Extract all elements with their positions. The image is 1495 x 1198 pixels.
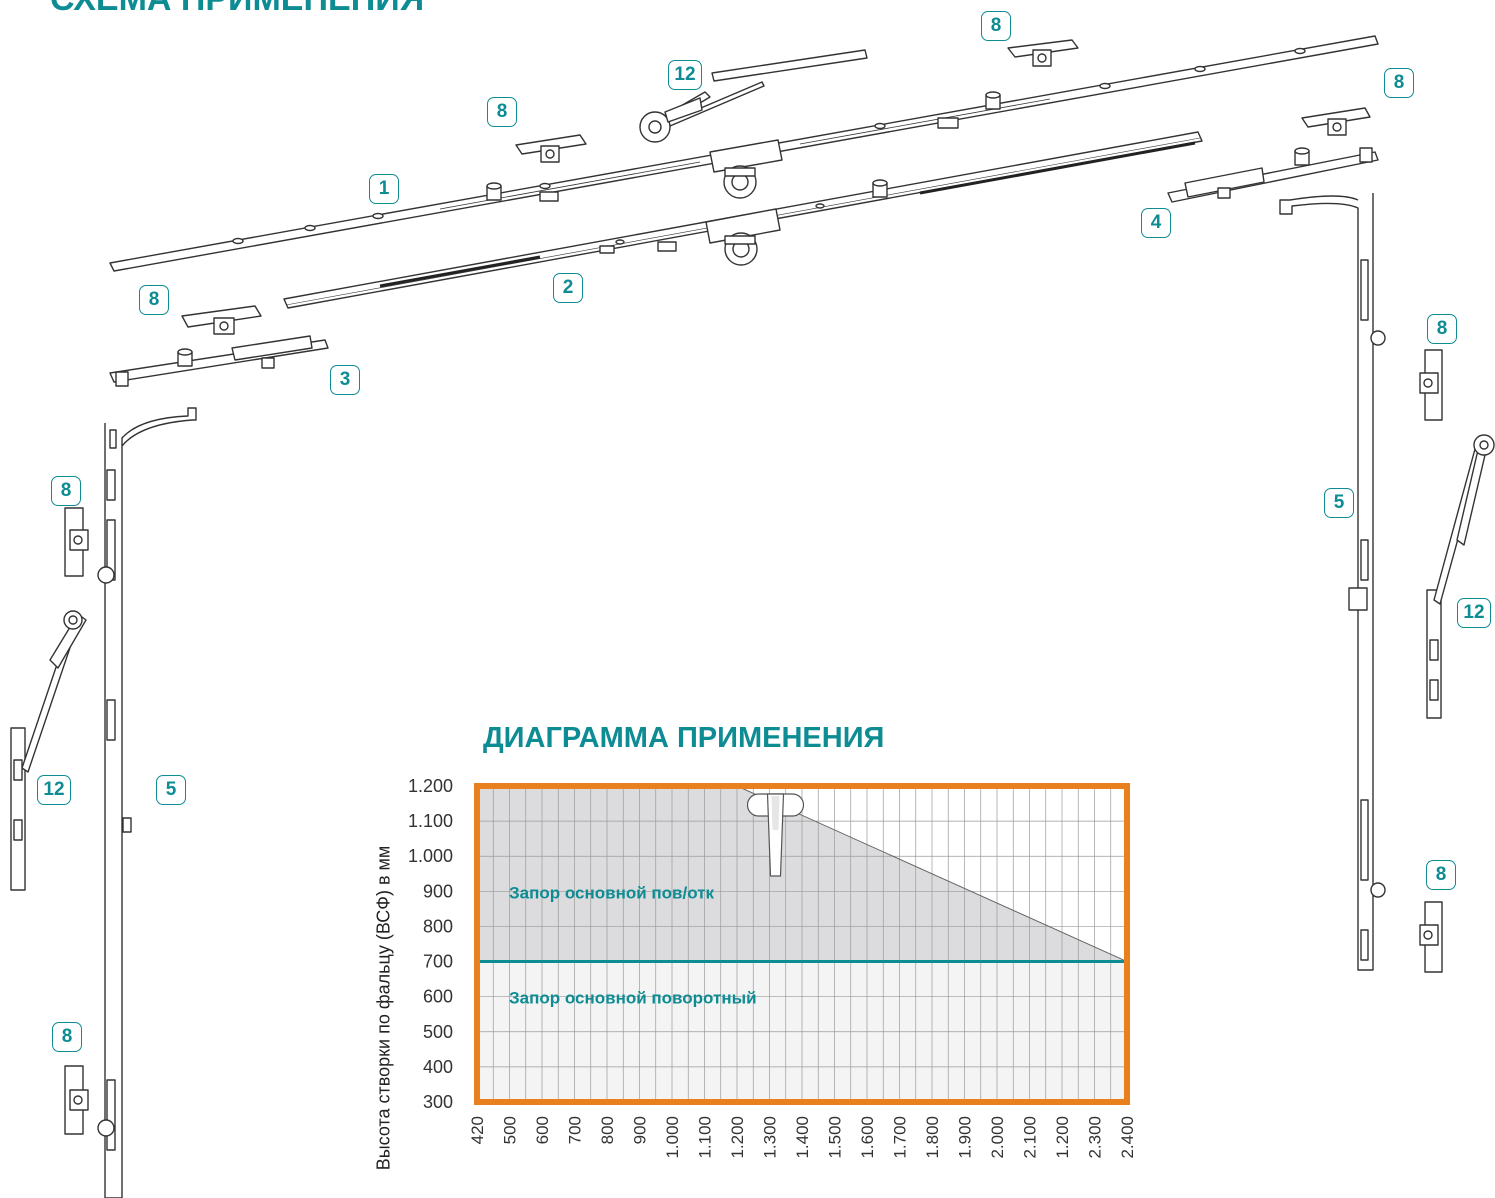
keeper-left-1	[64, 507, 89, 577]
keeper-right-top	[1301, 107, 1371, 136]
region-label-turn: Запор основной поворотный	[509, 989, 757, 1008]
y-tick-label: 400	[423, 1057, 453, 1077]
tilt-turn-handle-icon	[746, 793, 805, 877]
callout-8: 8	[51, 476, 81, 506]
callout-12: 12	[37, 775, 71, 805]
y-axis-label-text: Высота створки по фальцу (ВСФ) в мм	[373, 845, 394, 1171]
callout-8: 8	[52, 1022, 82, 1052]
vertical-rail-right	[1279, 193, 1386, 971]
callout-8: 8	[1426, 860, 1456, 890]
x-tick-label: 1.300	[761, 1116, 780, 1159]
top-rail	[109, 35, 1379, 272]
keeper-left-2	[64, 1065, 89, 1135]
x-tick-label: 1.700	[891, 1116, 910, 1159]
callout-12: 12	[668, 60, 702, 90]
y-tick-label: 1.000	[408, 846, 453, 866]
keeper-right-1	[1419, 349, 1443, 421]
callout-4: 4	[1141, 208, 1171, 238]
y-tick-label: 1.100	[408, 811, 453, 831]
stay-arm-left	[10, 610, 87, 891]
x-tick-label: 1.500	[826, 1116, 845, 1159]
x-tick-label: 1.900	[956, 1116, 975, 1159]
callout-3: 3	[330, 365, 360, 395]
middle-rail	[283, 131, 1203, 309]
y-tick-label: 500	[423, 1022, 453, 1042]
keeper-mid	[515, 134, 587, 163]
callout-8: 8	[981, 11, 1011, 41]
x-tick-label: 2.400	[1118, 1116, 1137, 1159]
callout-8: 8	[139, 285, 169, 315]
x-tick-label: 1.000	[663, 1116, 682, 1159]
y-tick-label: 300	[423, 1092, 453, 1112]
callout-2: 2	[553, 273, 583, 303]
y-tick-label: 700	[423, 952, 453, 972]
x-tick-label: 1.200	[1053, 1116, 1072, 1159]
x-tick-label: 500	[501, 1116, 520, 1144]
x-tick-label: 700	[566, 1116, 585, 1144]
boundary-line	[736, 785, 1128, 963]
callout-1: 1	[369, 174, 399, 204]
y-tick-label: 800	[423, 916, 453, 936]
x-tick-label: 1.200	[728, 1116, 747, 1159]
chart-overlay	[474, 783, 1130, 1105]
x-tick-label: 2.100	[1021, 1116, 1040, 1159]
x-tick-label: 1.800	[923, 1116, 942, 1159]
x-tick-label: 1.600	[858, 1116, 877, 1159]
callout-8: 8	[487, 97, 517, 127]
x-tick-label: 800	[598, 1116, 617, 1144]
x-tick-label: 2.000	[988, 1116, 1007, 1159]
application-chart: Запор основной пов/отк Запор основной пов…	[408, 776, 1137, 1159]
callout-5: 5	[1324, 488, 1354, 518]
y-tick-label: 900	[423, 881, 453, 901]
corner-drive-left	[109, 335, 329, 387]
handle-grip	[766, 793, 785, 877]
stay-arm-top	[639, 49, 868, 143]
x-tick-label: 420	[468, 1116, 487, 1144]
callout-8: 8	[1427, 314, 1457, 344]
keeper-right-2	[1419, 901, 1443, 973]
x-tick-label: 1.400	[793, 1116, 812, 1159]
x-tick-label: 1.100	[696, 1116, 715, 1159]
callout-8: 8	[1384, 68, 1414, 98]
callout-12: 12	[1457, 598, 1491, 628]
region-label-turn-tilt: Запор основной пов/отк	[509, 883, 715, 902]
y-tick-label: 600	[423, 987, 453, 1007]
y-tick-label: 1.200	[408, 776, 453, 796]
stay-arm-right	[1426, 434, 1495, 719]
corner-drive-right	[1167, 147, 1379, 203]
keeper-left-top	[181, 305, 262, 335]
x-tick-label: 900	[631, 1116, 650, 1144]
page-title: СХЕМА ПРИМЕНЕНИЯ	[50, 0, 424, 19]
chart-labels: Запор основной пов/отк Запор основной пов…	[408, 776, 1137, 1159]
x-tick-label: 2.300	[1086, 1116, 1105, 1159]
vertical-rail-left	[97, 407, 197, 1198]
chart-frame	[474, 783, 1130, 1105]
keeper-top	[1007, 39, 1079, 67]
chart-title: ДИАГРАММА ПРИМЕНЕНИЯ	[483, 722, 885, 754]
chart-grid	[476, 785, 1128, 1103]
handle-grip-shade	[771, 796, 780, 830]
x-tick-label: 600	[533, 1116, 552, 1144]
callout-5: 5	[156, 775, 186, 805]
